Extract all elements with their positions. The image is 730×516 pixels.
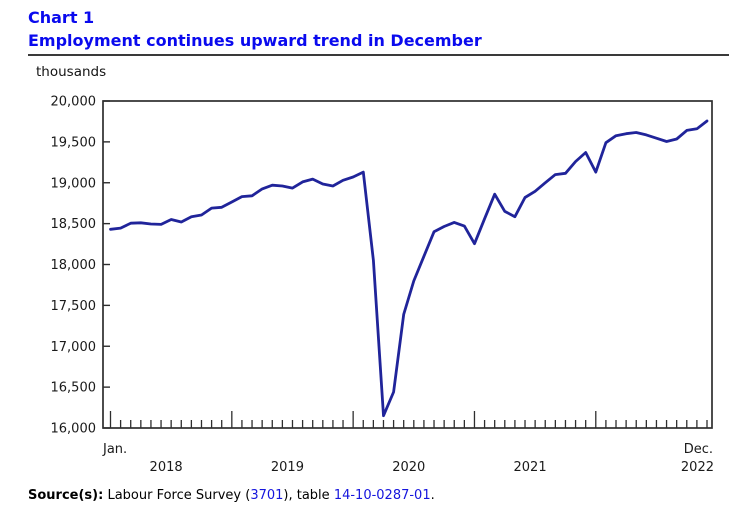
source-note: Source(s): Labour Force Survey (3701), t… [28, 488, 435, 503]
y-axis-unit-label: thousands [36, 64, 107, 80]
chart-number: Chart 1 [28, 8, 95, 27]
x-axis-year-label: 2022 [681, 460, 714, 475]
source-text-2: ), table [283, 488, 334, 503]
employment-line-chart: 16,000 16,500 17,000 17,500 18,000 18,500 19,0… [51, 95, 715, 476]
survey-number-link[interactable]: 3701 [250, 488, 284, 503]
y-tick-label: 19,500 [51, 135, 97, 150]
table-number-link[interactable]: 14-10-0287-01 [333, 488, 431, 503]
plot-border [102, 100, 713, 429]
y-tick-label: 17,000 [51, 340, 97, 355]
y-tick-label: 19,000 [51, 176, 97, 191]
source-label: Source(s): [28, 488, 104, 503]
chart-title: Employment continues upward trend in Dec… [28, 31, 482, 50]
y-tick-label: 16,500 [51, 381, 97, 396]
employment-series-line [109, 119, 709, 418]
x-axis-last-month-label: Dec. [684, 442, 713, 457]
x-axis-year-label: 2018 [150, 460, 183, 475]
chart-title-block: Chart 1 Employment continues upward tren… [28, 6, 482, 52]
source-text-1: Labour Force Survey ( [103, 488, 251, 503]
x-axis-year-label: 2020 [392, 460, 425, 475]
y-tick-label: 17,500 [51, 299, 97, 314]
x-axis-year-label: 2019 [271, 460, 304, 475]
x-axis-year-label: 2021 [514, 460, 547, 475]
y-tick-label: 16,000 [51, 422, 97, 437]
y-tick-label: 18,000 [51, 258, 97, 273]
source-text-3: . [430, 488, 435, 503]
y-tick-label: 20,000 [51, 95, 97, 110]
x-axis-first-month-label: Jan. [102, 442, 127, 457]
title-divider [28, 54, 729, 56]
y-tick-label: 18,500 [51, 217, 97, 232]
